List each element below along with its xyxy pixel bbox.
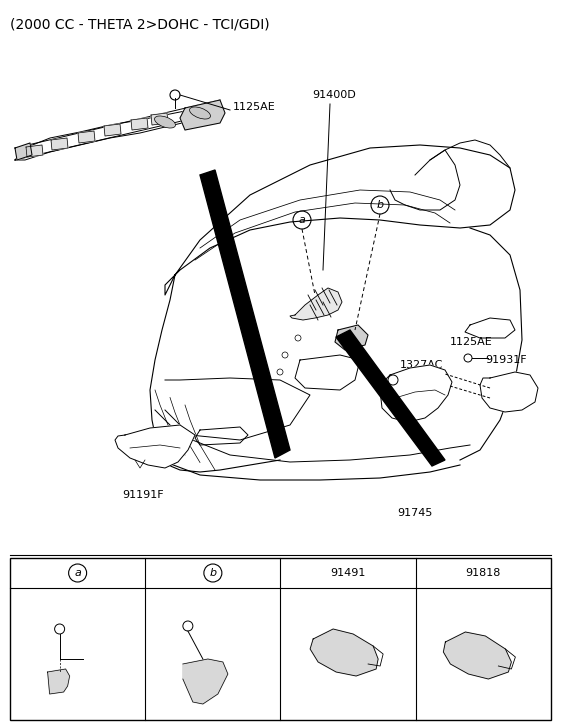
Polygon shape: [380, 365, 452, 422]
Polygon shape: [336, 330, 445, 466]
Text: 1141AC: 1141AC: [195, 639, 233, 649]
Polygon shape: [443, 632, 512, 679]
Text: (2000 CC - THETA 2>DOHC - TCI/GDI): (2000 CC - THETA 2>DOHC - TCI/GDI): [10, 18, 270, 32]
Polygon shape: [310, 629, 378, 676]
Text: a: a: [74, 568, 81, 578]
Polygon shape: [51, 138, 68, 150]
Polygon shape: [104, 124, 121, 136]
Text: a: a: [298, 215, 305, 225]
Text: 91400D: 91400D: [312, 90, 356, 100]
Text: 91931F: 91931F: [485, 355, 527, 365]
Polygon shape: [15, 100, 220, 160]
Polygon shape: [48, 669, 70, 694]
Polygon shape: [15, 143, 32, 160]
Polygon shape: [183, 659, 228, 704]
Polygon shape: [180, 100, 225, 130]
Polygon shape: [151, 113, 168, 125]
Polygon shape: [465, 318, 515, 338]
Text: 91745: 91745: [397, 508, 433, 518]
Text: 91491: 91491: [330, 568, 366, 578]
Text: 1125AE: 1125AE: [450, 337, 493, 347]
Text: b: b: [209, 568, 217, 578]
Polygon shape: [78, 131, 95, 143]
Polygon shape: [115, 425, 195, 468]
Polygon shape: [26, 145, 43, 157]
Text: 91818: 91818: [466, 568, 501, 578]
Ellipse shape: [190, 107, 210, 119]
Ellipse shape: [154, 116, 176, 128]
Text: 1141AC: 1141AC: [68, 627, 105, 637]
Text: 1125AE: 1125AE: [233, 102, 276, 112]
Polygon shape: [200, 170, 290, 458]
Polygon shape: [335, 325, 368, 350]
Polygon shape: [480, 372, 538, 412]
Polygon shape: [131, 118, 148, 130]
Polygon shape: [290, 288, 342, 320]
Text: 91191F: 91191F: [122, 490, 164, 500]
Bar: [10, 558, 551, 720]
Text: 1327AC: 1327AC: [400, 360, 443, 370]
Text: b: b: [376, 200, 384, 210]
